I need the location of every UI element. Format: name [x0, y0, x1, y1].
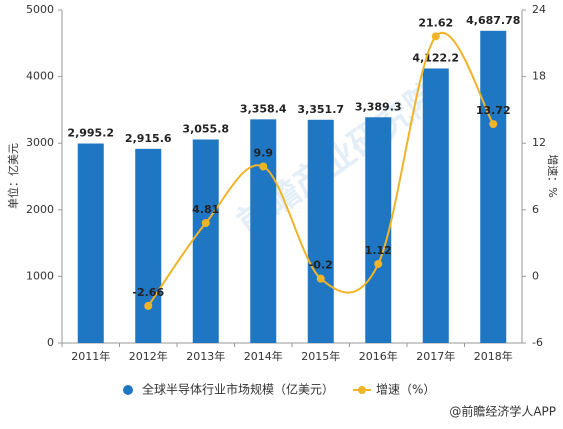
line-value-label: 21.62 [418, 16, 453, 29]
legend-label: 全球半导体行业市场规模（亿美元） [142, 382, 334, 397]
y2-tick-label: 12 [532, 136, 546, 149]
bar [250, 119, 277, 343]
bar [480, 30, 507, 343]
line-value-label: -2.66 [132, 286, 164, 299]
line-value-label: 9.9 [254, 147, 274, 160]
x-tick-label: 2016年 [359, 349, 398, 363]
line-point [144, 301, 153, 310]
legend-swatch [123, 385, 133, 395]
y2-axis-label: 增速：% [546, 154, 560, 197]
bar [77, 143, 104, 343]
legend-label: 增速（%） [376, 383, 435, 397]
line-point [259, 162, 268, 171]
legend-swatch [358, 386, 366, 394]
bar [307, 119, 334, 343]
line-point [489, 120, 498, 129]
line-point [374, 259, 383, 268]
bar-value-label: 2,915.6 [125, 132, 172, 145]
bar [135, 148, 162, 343]
line-value-label: 1.12 [365, 244, 392, 257]
bar-value-label: 3,358.4 [240, 102, 287, 115]
bar [192, 139, 219, 343]
y-tick-label: 5000 [26, 3, 54, 16]
y2-tick-label: 0 [532, 269, 539, 282]
y-tick-label: 2000 [26, 203, 54, 216]
x-tick-label: 2011年 [71, 349, 110, 363]
bar-value-label: 2,995.2 [67, 127, 114, 140]
x-tick-label: 2017年 [416, 349, 455, 363]
y-tick-label: 3000 [26, 136, 54, 149]
x-tick-label: 2013年 [186, 349, 225, 363]
line-value-label: 4.81 [192, 203, 219, 216]
source: @前瞻经济学人APP [449, 404, 556, 419]
x-tick-label: 2018年 [474, 349, 513, 363]
x-tick-label: 2012年 [129, 349, 168, 363]
y-tick-label: 1000 [26, 269, 54, 282]
bar [365, 117, 392, 344]
y-tick-label: 4000 [26, 70, 54, 83]
bar-value-label: 3,055.8 [182, 122, 229, 135]
bar-value-label: 4,687.78 [466, 14, 520, 27]
y2-tick-label: 6 [532, 203, 539, 216]
bar-value-label: 3,351.7 [297, 103, 344, 116]
line-point [316, 274, 325, 283]
bar [422, 68, 449, 343]
y2-tick-label: 24 [532, 3, 546, 16]
y-tick-label: 0 [47, 336, 54, 349]
line-point [201, 219, 210, 228]
line-value-label: 13.72 [476, 104, 511, 117]
bar-value-label: 4,122.2 [412, 51, 459, 64]
x-tick-label: 2014年 [244, 349, 283, 363]
line-value-label: -0.2 [309, 259, 333, 272]
bar-value-label: 3,389.3 [355, 100, 402, 113]
x-tick-label: 2015年 [301, 349, 340, 363]
y2-tick-label: 18 [532, 70, 546, 83]
line-point [431, 32, 440, 41]
y2-tick-label: -6 [532, 336, 543, 349]
y-axis-label: 单位：亿美元 [6, 143, 20, 209]
